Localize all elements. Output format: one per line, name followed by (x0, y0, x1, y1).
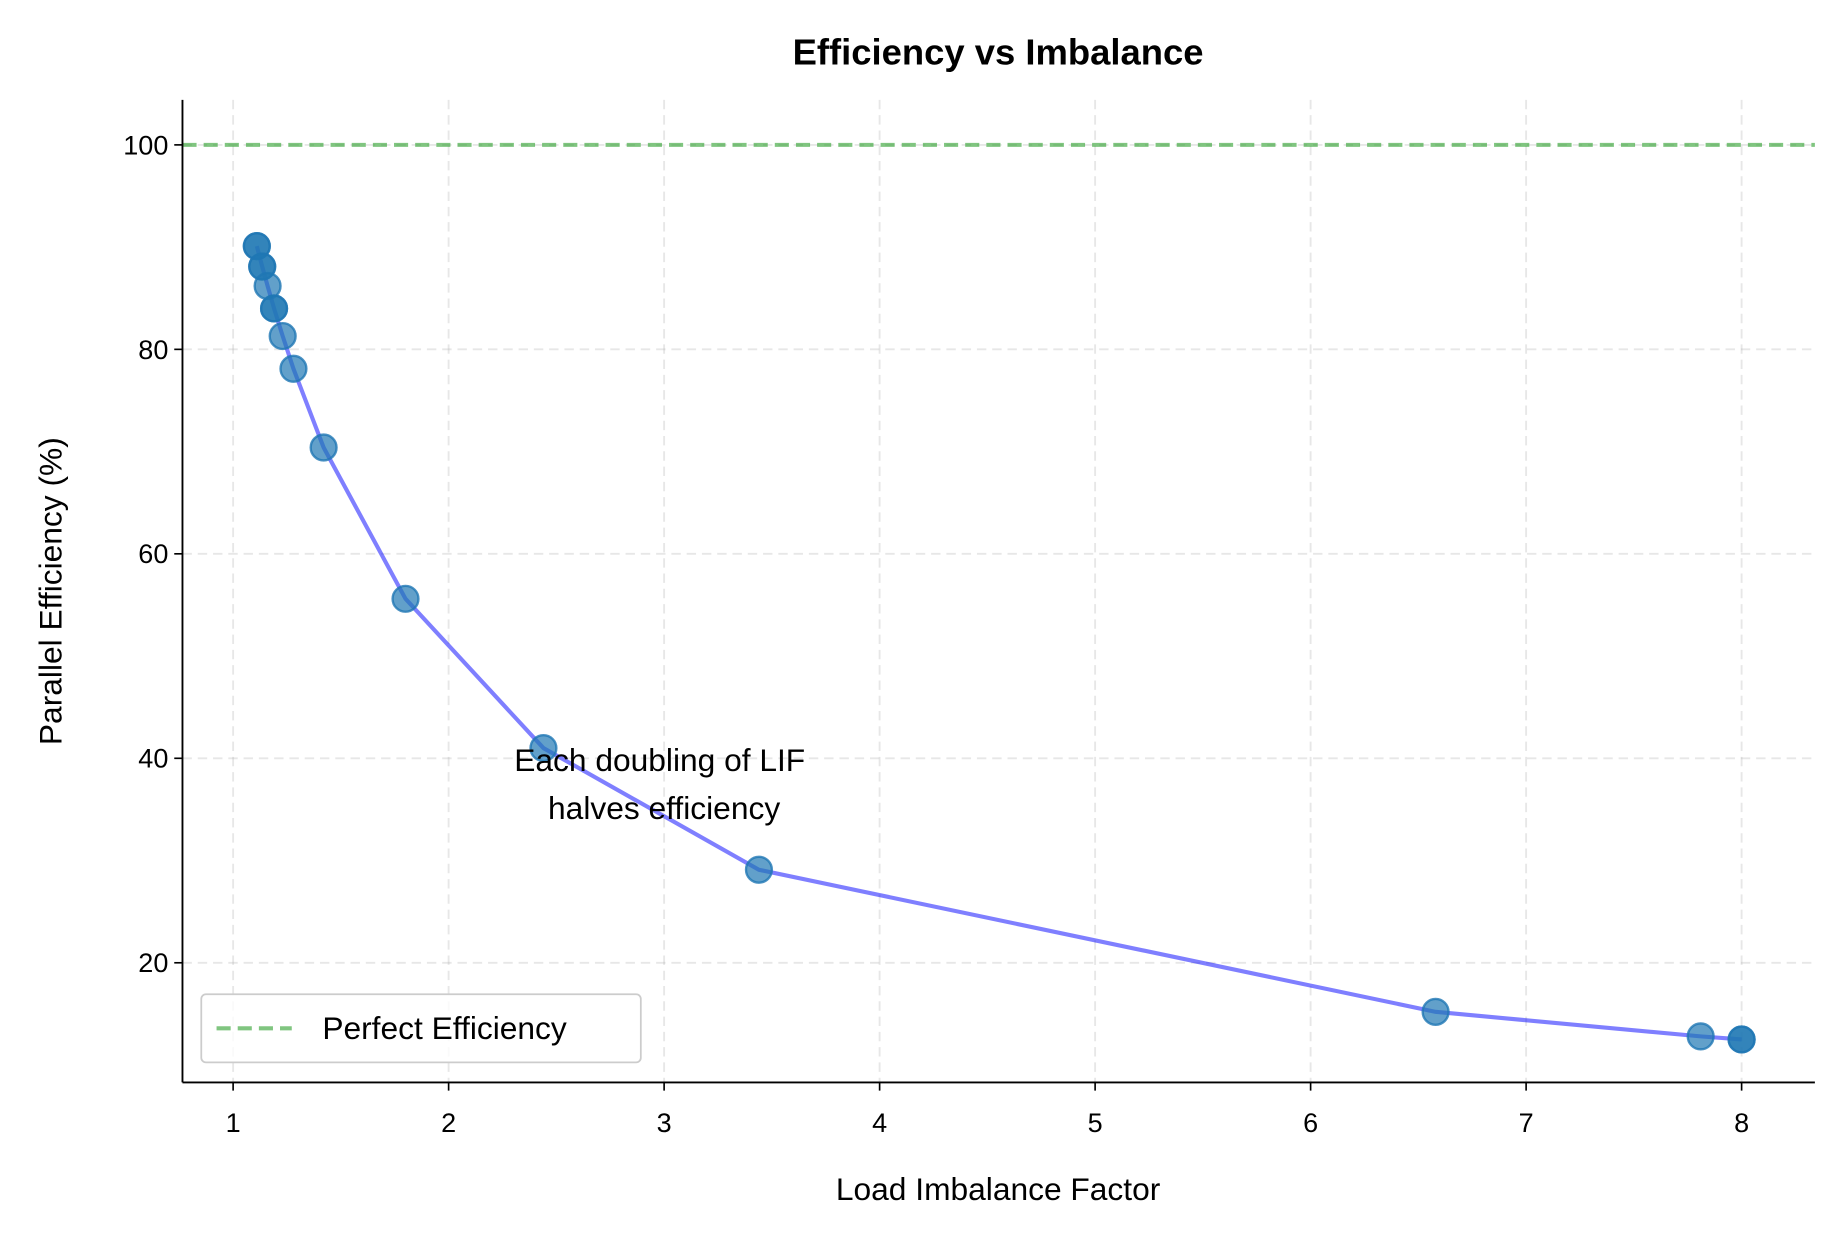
x-tick-label: 7 (1519, 1108, 1534, 1138)
y-tick-label: 20 (138, 948, 168, 978)
x-tick-label: 1 (226, 1108, 241, 1138)
data-point (279, 354, 308, 383)
data-point (1686, 1022, 1715, 1051)
data-points (242, 231, 1756, 1054)
y-ticks: 20 40 60 80 100 (123, 130, 183, 978)
y-tick-label: 80 (138, 335, 168, 365)
x-tick-label: 3 (657, 1108, 672, 1138)
x-tick-label: 8 (1734, 1108, 1749, 1138)
y-axis-label: Parallel Efficiency (%) (32, 437, 68, 745)
annotation: Each doubling of LIF halves efficiency (514, 742, 814, 826)
y-tick-label: 60 (138, 539, 168, 569)
x-axis-label: Load Imbalance Factor (836, 1171, 1161, 1207)
x-tick-label: 6 (1303, 1108, 1318, 1138)
y-tick-label: 100 (123, 130, 168, 160)
legend-label-perfect-efficiency: Perfect Efficiency (322, 1010, 567, 1046)
data-point (259, 294, 289, 323)
x-ticks: 1 2 3 4 5 6 7 8 (226, 1082, 1749, 1138)
annotation-line-2: halves efficiency (548, 790, 780, 826)
data-point (1421, 997, 1450, 1026)
data-point (529, 733, 558, 763)
data-point (268, 321, 297, 351)
data-point (309, 433, 338, 462)
data-point (744, 855, 774, 884)
x-tick-label: 4 (872, 1108, 887, 1138)
grid (182, 99, 1815, 1083)
data-point (1727, 1025, 1756, 1054)
chart-title: Efficiency vs Imbalance (793, 32, 1204, 73)
x-tick-label: 5 (1088, 1108, 1103, 1138)
legend[interactable]: Perfect Efficiency (200, 993, 642, 1064)
x-tick-label: 2 (441, 1108, 456, 1138)
legend-box (200, 993, 642, 1064)
annotation-line-1: Each doubling of LIF (514, 742, 805, 778)
efficiency-curve (254, 245, 1742, 1042)
data-point (391, 584, 420, 613)
y-tick-label: 40 (138, 744, 168, 774)
